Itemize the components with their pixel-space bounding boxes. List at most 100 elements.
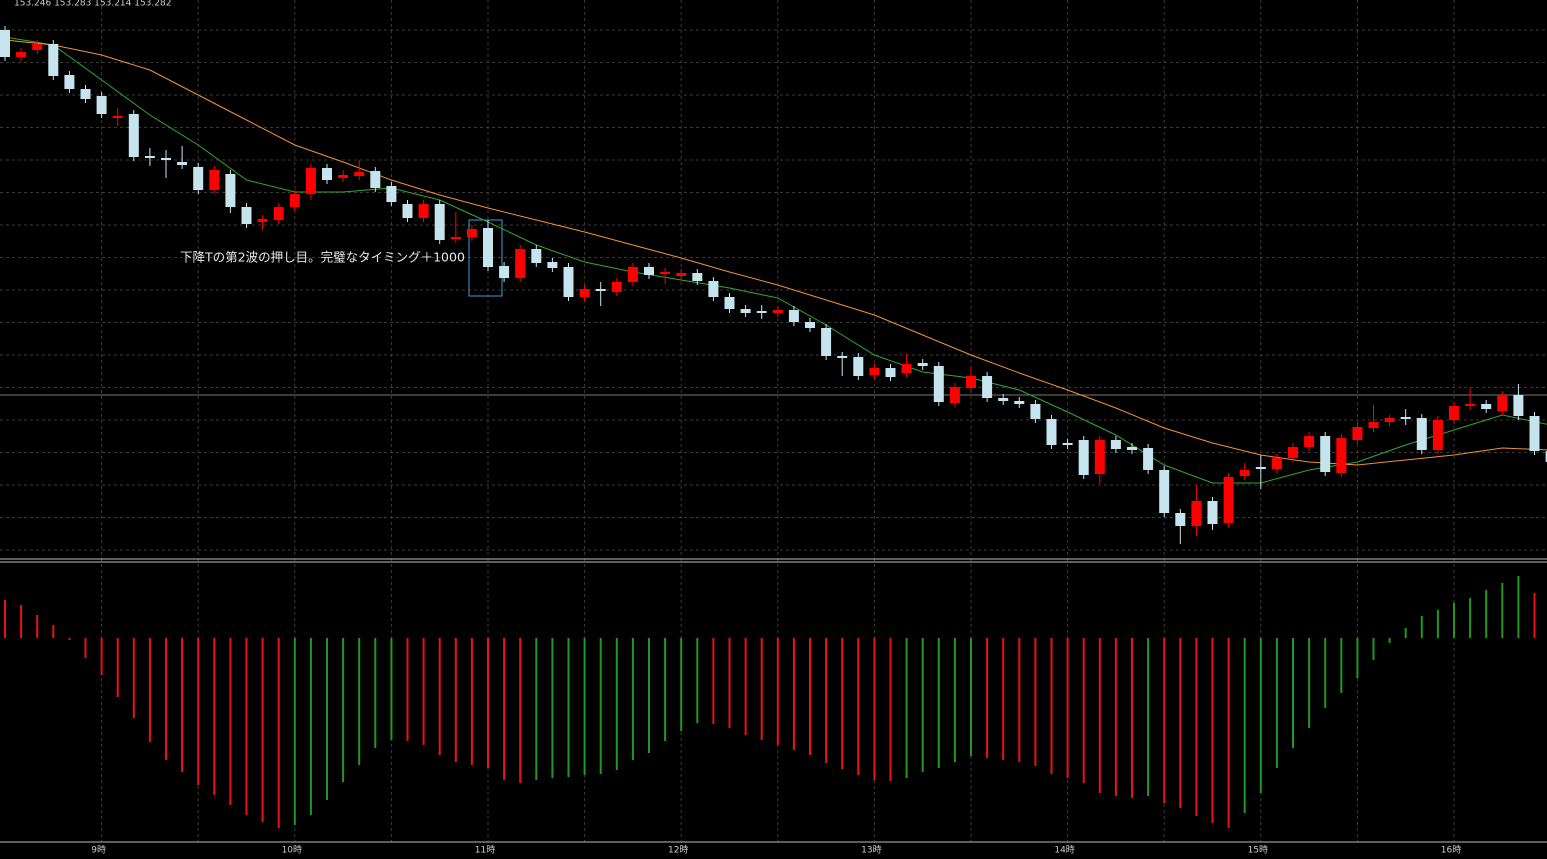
candle-body: [32, 44, 43, 50]
candle-body: [161, 158, 171, 160]
candle-body: [483, 228, 493, 267]
moving-average: [4, 36, 1547, 484]
candle-body: [144, 156, 155, 158]
candle-body: [1497, 395, 1508, 411]
candle-body: [917, 363, 928, 366]
candle-body: [225, 174, 236, 207]
candle-body: [1094, 440, 1105, 474]
candle-body: [1336, 438, 1347, 473]
candle-body: [209, 170, 220, 190]
candle-body: [1465, 404, 1476, 406]
candle-body: [853, 357, 864, 376]
candle-body: [1159, 470, 1170, 513]
candle-body: [402, 204, 413, 218]
candle-body: [595, 289, 606, 291]
candle-body: [1320, 436, 1331, 472]
candle-body: [322, 168, 332, 180]
candle-body: [466, 229, 477, 237]
candle-body: [1239, 470, 1250, 476]
candle-body: [450, 237, 461, 239]
candle-body: [1046, 419, 1057, 445]
candle-body: [305, 168, 316, 194]
candle-body: [531, 249, 542, 263]
candle-body: [676, 273, 687, 276]
candle-body: [901, 364, 912, 373]
candle-body: [1432, 420, 1443, 450]
candle-body: [289, 194, 300, 207]
candle-body: [241, 207, 252, 224]
candle-body: [386, 186, 397, 202]
candle-body: [708, 281, 719, 297]
candle-body: [80, 89, 91, 99]
candle-body: [273, 207, 284, 220]
candle-body: [1078, 440, 1089, 475]
highlight-box: [468, 219, 503, 297]
candle-body: [563, 267, 574, 297]
x-tick-label: 12時: [668, 845, 688, 856]
candle-body: [644, 267, 654, 275]
candle-body: [16, 52, 27, 57]
candle-body: [724, 297, 735, 309]
candle-body: [579, 289, 590, 297]
candle-body: [1416, 418, 1427, 450]
candle-body: [177, 162, 188, 165]
candle-body: [370, 171, 381, 188]
candle-body: [112, 116, 123, 118]
candle-body: [1481, 404, 1492, 409]
candle-body: [837, 356, 848, 358]
candle-body: [0, 30, 10, 57]
candle-body: [1384, 418, 1395, 422]
candle-body: [1223, 477, 1234, 523]
candle-body: [740, 309, 751, 313]
candle-body: [611, 282, 622, 292]
candle-body: [692, 273, 703, 281]
candle-body: [1143, 448, 1154, 470]
candle-body: [1368, 422, 1379, 428]
candle-body: [64, 75, 75, 89]
candle-body: [949, 387, 960, 403]
candle-body: [821, 328, 832, 356]
candle-body: [772, 310, 783, 313]
candle-body: [547, 262, 558, 268]
candle-body: [1304, 436, 1315, 447]
candle-body: [354, 172, 365, 176]
candle-body: [788, 310, 799, 322]
candle-body: [1255, 467, 1266, 469]
candle-body: [933, 366, 944, 402]
candle-body: [1127, 447, 1137, 450]
candle-body: [499, 266, 510, 278]
candle-body: [1545, 451, 1547, 462]
candle-body: [515, 249, 526, 278]
candle-body: [627, 267, 638, 282]
x-tick-label: 16時: [1441, 845, 1461, 856]
ohlc-header: 153.246 153.283 153.214 153.282: [14, 0, 171, 9]
candle-body: [1191, 501, 1202, 526]
x-tick-label: 9時: [91, 845, 106, 856]
candle-body: [1207, 501, 1218, 524]
x-tick-label: 10時: [282, 845, 302, 856]
candle-body: [1271, 458, 1282, 469]
annotation: 下降Tの第2波の押し目。完璧なタイミング＋1000: [180, 250, 465, 265]
candle-body: [1352, 427, 1363, 440]
candle-body: [257, 219, 268, 222]
candle-body: [1110, 440, 1121, 449]
candle-body: [1175, 513, 1186, 526]
candle-body: [96, 96, 107, 114]
candle-body: [982, 376, 993, 398]
candle-body: [193, 167, 204, 190]
candle-body: [1288, 447, 1298, 458]
candle-body: [885, 368, 896, 377]
candle-body: [128, 114, 139, 157]
candle-body: [1014, 401, 1025, 404]
candle-body: [434, 204, 445, 240]
candle-body: [1449, 406, 1459, 420]
candle-body: [966, 376, 976, 388]
candle-body: [338, 175, 349, 178]
x-tick-label: 13時: [861, 845, 881, 856]
candle-body: [48, 44, 59, 76]
candle-body: [660, 272, 671, 274]
candle-body: [1400, 417, 1411, 419]
candle-body: [1513, 395, 1524, 416]
candle-body: [998, 398, 1009, 401]
